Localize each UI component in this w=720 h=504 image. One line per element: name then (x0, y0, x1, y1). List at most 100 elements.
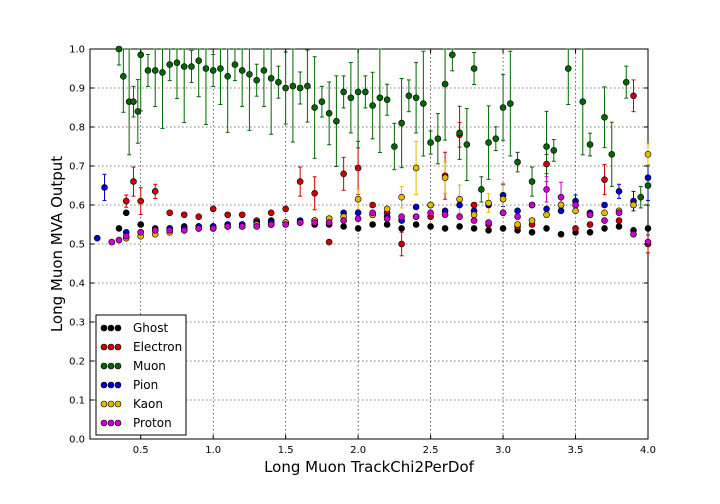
point-electron (325, 238, 333, 246)
point-muon (514, 158, 521, 166)
point-kaon (485, 199, 492, 207)
point-proton (296, 219, 304, 226)
point-proton (456, 213, 463, 220)
legend-marker-proton (114, 419, 122, 427)
point-proton (441, 211, 449, 219)
point-pion (101, 184, 108, 191)
point-muon (115, 45, 123, 53)
point-proton (340, 217, 347, 224)
point-electron (122, 197, 130, 205)
point-electron (398, 240, 405, 248)
point-muon (434, 135, 442, 142)
point-proton (180, 227, 188, 234)
point-electron (543, 160, 550, 168)
point-muon (492, 135, 500, 142)
point-muon (383, 96, 391, 103)
legend-marker-kaon (114, 400, 122, 408)
point-proton (238, 223, 246, 230)
point-proton (166, 227, 174, 234)
point-electron (470, 201, 478, 209)
point-muon (550, 147, 558, 154)
point-muon (282, 84, 289, 92)
point-muon (275, 78, 282, 86)
point-muon (173, 59, 181, 66)
point-electron (601, 176, 608, 183)
point-proton (528, 201, 536, 209)
point-pion (456, 201, 463, 209)
point-muon (289, 82, 297, 90)
y-tick-label: 0.9 (69, 84, 85, 95)
point-muon (420, 100, 427, 107)
point-muon (456, 129, 463, 137)
point-electron (224, 211, 231, 219)
point-kaon (427, 201, 434, 209)
legend-marker-muon (114, 362, 122, 370)
y-tick-label: 0.2 (69, 357, 85, 368)
point-pion (615, 188, 623, 195)
point-proton (412, 213, 420, 220)
x-tick-label: 1.0 (205, 445, 221, 456)
point-proton (282, 221, 289, 228)
point-muon (144, 67, 152, 74)
point-muon (485, 139, 492, 146)
point-electron (151, 188, 159, 195)
point-proton (115, 236, 123, 244)
point-proton (253, 223, 260, 230)
legend-label-proton: Proton (133, 416, 172, 430)
point-ghost (354, 225, 362, 232)
point-electron (130, 178, 137, 185)
point-ghost (137, 221, 145, 228)
point-electron (630, 92, 637, 100)
point-muon (644, 182, 652, 189)
point-muon (376, 94, 384, 102)
point-muon (311, 104, 318, 111)
point-electron (209, 205, 217, 213)
point-muon (470, 65, 478, 72)
point-muon (564, 65, 572, 72)
point-muon (608, 151, 616, 158)
point-muon (159, 69, 166, 76)
legend-marker-proton (107, 419, 115, 427)
point-proton (267, 221, 275, 228)
point-kaon (456, 195, 463, 203)
point-kaon (601, 209, 608, 217)
point-muon (405, 92, 413, 100)
point-proton (122, 232, 130, 240)
point-muon (246, 71, 253, 78)
point-ghost (398, 225, 405, 232)
point-muon (253, 76, 260, 84)
y-axis-label: Long Muon MVA Output (48, 156, 66, 332)
x-tick-label: 3.0 (495, 445, 511, 456)
point-electron (586, 221, 594, 228)
point-ghost (644, 225, 652, 232)
point-ghost (115, 225, 123, 232)
point-electron (267, 209, 275, 217)
y-tick-label: 0.8 (69, 123, 85, 134)
point-muon (134, 108, 142, 115)
point-pion (644, 174, 652, 181)
point-proton (572, 201, 579, 209)
point-proton (151, 227, 159, 234)
data-points (93, 45, 652, 248)
point-proton (209, 225, 217, 232)
y-tick-label: 0.0 (69, 435, 85, 446)
point-ghost (427, 223, 434, 230)
point-muon (195, 57, 203, 65)
point-ghost (528, 229, 536, 236)
point-electron (311, 190, 318, 197)
point-electron (615, 217, 623, 224)
point-kaon (412, 164, 420, 172)
point-ghost (586, 229, 594, 236)
point-proton (427, 209, 434, 217)
point-proton (224, 223, 231, 230)
legend-marker-ghost (114, 324, 122, 332)
point-kaon (499, 195, 507, 203)
x-tick-label: 3.5 (568, 445, 584, 456)
point-electron (195, 213, 203, 220)
point-proton (325, 219, 333, 226)
point-muon (463, 141, 471, 148)
x-tick-label: 0.5 (133, 445, 149, 456)
point-proton (630, 230, 637, 238)
point-pion (543, 205, 550, 213)
